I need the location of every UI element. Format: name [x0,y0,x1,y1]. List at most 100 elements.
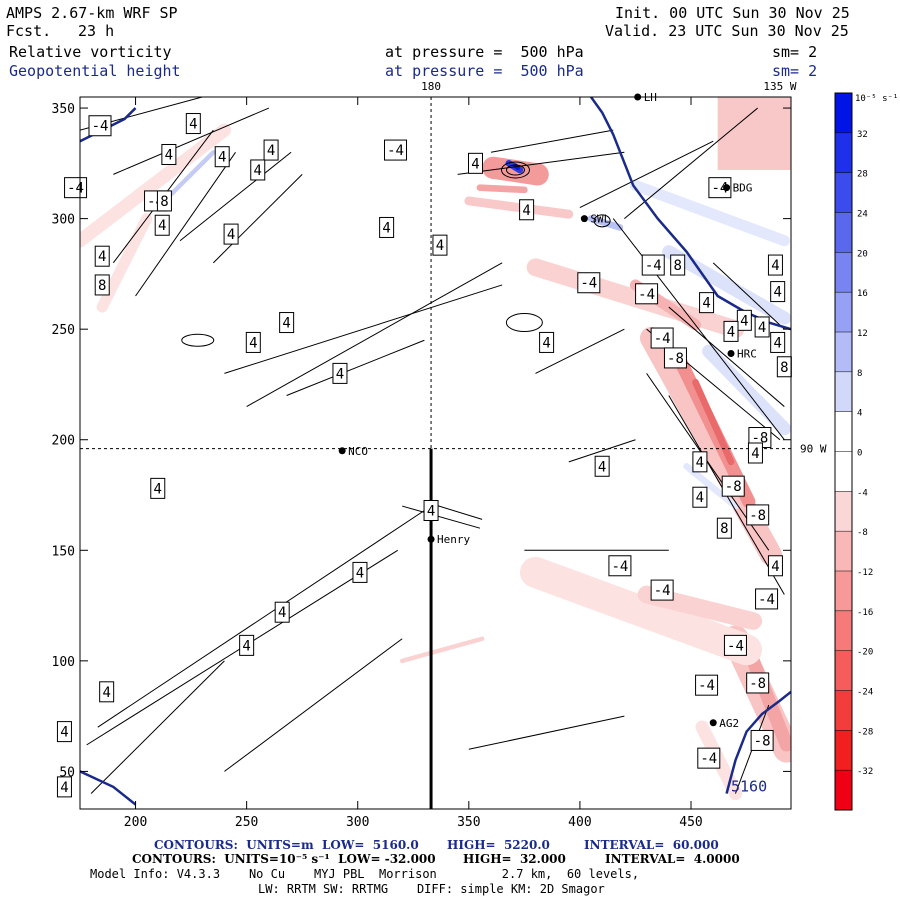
vorticity-label-text: 4 [758,320,766,336]
x-tick-label: 350 [457,815,480,830]
vorticity-label-text: 4 [278,605,286,621]
vorticity-shade [399,636,485,664]
vorticity-label-box [223,223,239,245]
vorticity-label-text: 8 [160,194,168,210]
vorticity-label: -4 [384,139,408,161]
vorticity-label: 4 [56,721,72,743]
vorticity-label: 4 [161,143,177,165]
vorticity-label-box [608,555,632,577]
vorticity-label-box [692,451,708,473]
x-tick-label: 400 [568,815,591,830]
colorbar-segment [835,770,852,811]
vorticity-label-text: -8 [754,733,771,749]
vorticity-contour [90,660,225,794]
vorticity-label-box [723,320,739,342]
vorticity-label: 4 [250,159,266,181]
vorticity-label: -4 [88,115,112,137]
vorticity-contour [113,107,270,175]
field-vorticity: Relative vorticity [9,43,172,61]
vorticity-shade [702,344,791,436]
station-label: Henry [437,533,470,546]
vorticity-contour [505,164,525,176]
vorticity-label-text: 4 [740,313,748,329]
vorticity-label-text: -4 [654,331,671,347]
vorticity-label: -4 [577,272,601,294]
vorticity-label: 4 [154,214,170,236]
station-label: AG2 [719,717,739,730]
vorticity-shade [662,245,791,325]
vorticity-label: -4 [697,747,721,769]
vorticity-contour [402,505,481,529]
vorticity-label: 4 [263,139,279,161]
vorticity-label-box [352,561,368,583]
longitude-label: 180 [421,80,441,93]
vorticity-label-box [770,331,786,353]
latitude-label: 90 W [800,443,827,456]
vorticity-label-text: -8 [725,479,742,495]
vorticity-label-text: 4 [696,455,704,471]
y-tick-label: 300 [52,213,75,228]
model-title: AMPS 2.67-km WRF SP [6,4,178,22]
vorticity-label: 4 [379,216,395,238]
y-tick-label: 100 [52,655,75,670]
colorbar-segment [835,332,852,373]
station-dot [709,719,717,727]
vorticity-label-text: 4 [218,150,226,166]
colorbar-tick-label: -32 [857,767,873,777]
station-label: SWL [590,213,610,226]
vorticity-contour [181,333,215,347]
vorticity-label-text: -4 [67,181,84,197]
station-label: HRC [737,347,757,360]
forecast-label: Fcst. [6,22,52,40]
vorticity-shade [80,123,232,248]
vorticity-label-box [467,152,483,174]
vorticity-label-text: -4 [92,119,109,135]
vorticity-label: 8 [776,356,792,378]
vorticity-label-box [88,115,112,137]
vorticity-label-box [635,283,659,305]
y-tick-label: 200 [52,434,75,449]
colorbar-tick-label: 4 [857,409,862,419]
vorticity-label: 4 [692,486,708,508]
vorticity-shade [683,462,739,510]
vorticity-label-box [519,199,535,221]
vorticity-contour [505,313,543,333]
vorticity-label: 4 [423,499,439,521]
vorticity-label-text: 4 [542,335,550,351]
footer-model-info: Model Info: V4.3.3 No Cu MYJ PBL Morriso… [90,867,640,881]
vorticity-label-text: -4 [727,638,744,654]
vorticity-label-text: -4 [700,751,717,767]
vorticity-label-text: -4 [654,583,671,599]
vorticity-label-text: 4 [165,147,173,163]
vorticity-label-box [723,634,747,656]
y-tick-label: 250 [52,323,75,338]
vorticity-label-text: 4 [522,203,530,219]
vorticity-label-text: 4 [356,565,364,581]
colorbar-segment [835,172,852,213]
vorticity-label-text: 4 [227,227,235,243]
colorbar-tick-label: 24 [857,210,868,220]
colorbar-tick-label: 28 [857,170,868,180]
vorticity-label: 4 [352,561,368,583]
y-tick-label: 50 [59,765,75,780]
colorbar-tick-label: 0 [857,449,862,459]
vorticity-label: -8 [663,347,687,369]
vorticity-label-text: -8 [749,676,766,692]
vorticity-label: -4 [695,674,719,696]
colorbar-tick-label: 32 [857,130,868,140]
vorticity-label-box [150,477,166,499]
vorticity-label-box [767,555,783,577]
vorticity-label-box [754,316,770,338]
vorticity-label-text: 4 [60,780,68,796]
colorbar-tick-label: -20 [857,648,873,658]
vorticity-label-text: 4 [189,117,197,133]
vorticity-label-text: -4 [387,143,404,159]
x-tick-label: 300 [346,815,369,830]
height-contour-sw [80,770,137,806]
vorticity-contour [568,439,636,463]
vorticity-label: -4 [650,327,674,349]
colorbar-tick-label: -4 [857,488,868,498]
vorticity-label: 8 [716,517,732,539]
vorticity-label: 4 [274,601,290,623]
